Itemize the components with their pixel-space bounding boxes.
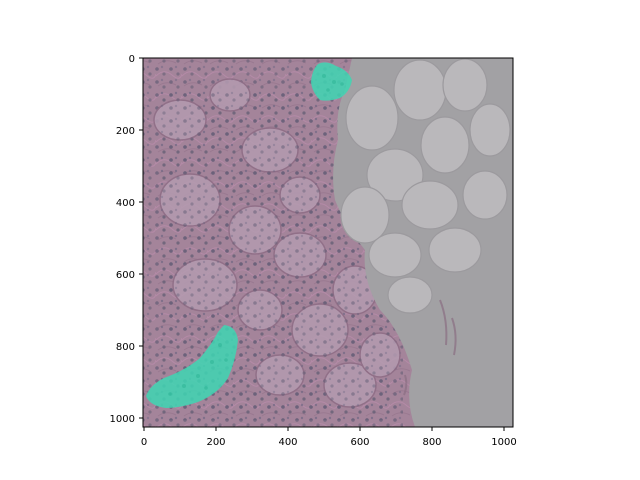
x-tick-label: 600 bbox=[350, 437, 369, 448]
glomerulus-mask-top bbox=[311, 62, 352, 101]
y-axis bbox=[139, 57, 143, 419]
y-tick-labels: 0 200 400 600 800 1000 bbox=[110, 54, 135, 425]
x-tick-label: 400 bbox=[278, 437, 297, 448]
x-tick-label: 0 bbox=[141, 437, 147, 448]
x-tick-label: 1000 bbox=[491, 437, 516, 448]
x-tick-label: 200 bbox=[206, 437, 225, 448]
histology-image bbox=[143, 58, 513, 427]
axes-frame bbox=[142, 57, 514, 428]
y-tick-label: 400 bbox=[116, 198, 135, 209]
y-tick-label: 0 bbox=[129, 54, 135, 65]
glomerulus-mask-bottom-left bbox=[146, 325, 238, 408]
x-tick-label: 800 bbox=[422, 437, 441, 448]
adipose-cells bbox=[340, 58, 511, 314]
mask-texture bbox=[168, 74, 344, 396]
y-tick-label: 800 bbox=[116, 342, 135, 353]
x-tick-labels: 0 200 400 600 800 1000 bbox=[141, 437, 517, 448]
y-tick-label: 1000 bbox=[110, 414, 135, 425]
y-tick-label: 600 bbox=[116, 270, 135, 281]
x-axis bbox=[143, 427, 505, 431]
y-tick-label: 200 bbox=[116, 126, 135, 137]
